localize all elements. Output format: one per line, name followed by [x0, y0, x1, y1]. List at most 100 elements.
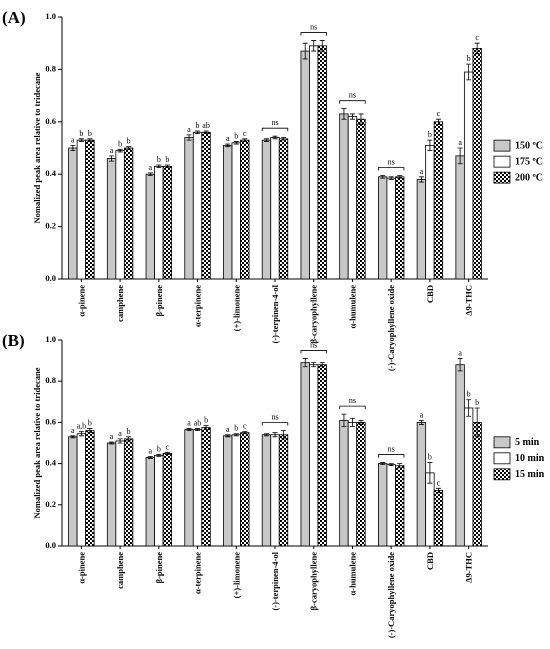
x-tick-label: camphene: [115, 552, 125, 589]
error-bar: [164, 451, 170, 455]
group-label: ns: [349, 396, 356, 405]
bar: [223, 144, 233, 280]
bracket: [339, 405, 366, 410]
bar: [192, 429, 203, 547]
error-bar: [117, 148, 123, 153]
error-bar: [435, 487, 441, 493]
x-tick-label: (+)-limonene: [231, 552, 241, 599]
x-tick-label: camphene: [115, 285, 125, 322]
significance-letter: b: [127, 137, 131, 146]
bar: [85, 430, 95, 547]
bar: [425, 144, 435, 280]
bar: [85, 139, 95, 280]
bar: [472, 48, 482, 280]
bar: [192, 131, 203, 280]
x-tick-label: (-)-terpinen-4-ol: [270, 551, 280, 610]
error-bar: [319, 362, 325, 368]
bar: [115, 150, 125, 280]
y-tick-label: 0.8: [45, 63, 56, 73]
significance-letter: c: [437, 478, 441, 487]
error-bar: [272, 135, 278, 140]
significance-letter: b: [467, 390, 471, 399]
bar: [145, 457, 155, 547]
error-bar: [349, 113, 355, 120]
legend-label: 10 min: [515, 453, 545, 464]
panel-label: (B): [2, 331, 25, 350]
bar: [300, 362, 310, 547]
significance-letter: a: [110, 432, 114, 441]
group-label: ns: [349, 91, 356, 100]
legend-swatch: [493, 155, 511, 168]
bar: [76, 139, 87, 280]
bar: [416, 179, 427, 280]
significance-letter: b: [165, 155, 169, 164]
significance-letter: b: [475, 398, 479, 407]
error-bar: [388, 463, 394, 467]
error-bar: [195, 130, 201, 134]
x-tick-label: CBD: [425, 285, 435, 303]
error-bar: [349, 417, 355, 427]
bar: [184, 429, 194, 547]
y-tick-label: 0.6: [45, 416, 56, 426]
bar: [347, 421, 358, 547]
bar: [347, 116, 358, 280]
x-tick-label: β-caryophyllene: [309, 552, 319, 611]
y-axis-label: Nomalized peak area relative to tridecan…: [32, 72, 42, 223]
x-tick-label: α-humulene: [347, 285, 357, 329]
significance-letter: b: [157, 444, 161, 453]
x-tick-label: Δ9-THC: [464, 552, 474, 583]
bar: [433, 489, 444, 547]
bar: [386, 464, 396, 547]
y-tick-label: 0.2: [45, 499, 56, 509]
y-tick-label: 0.6: [45, 116, 56, 126]
bar: [317, 364, 327, 547]
bar: [201, 131, 211, 280]
error-bar: [474, 42, 480, 55]
error-bar: [358, 419, 364, 425]
bar: [339, 419, 349, 547]
bar: [425, 472, 435, 547]
x-tick-label: α-terpinene: [193, 552, 203, 594]
error-bar: [435, 118, 441, 125]
significance-letter: c: [243, 129, 247, 138]
error-bar: [195, 428, 201, 432]
bracket: [378, 167, 405, 171]
error-bar: [203, 425, 209, 431]
bar: [278, 434, 289, 547]
y-tick-label: 1.0: [45, 334, 56, 344]
x-tick-label: (+)-limonene: [231, 285, 241, 332]
significance-letter: a: [187, 419, 191, 428]
significance-letter: b: [428, 453, 432, 462]
bar: [231, 434, 241, 547]
significance-letter: a,b: [77, 422, 87, 431]
x-tick-label: β-caryophyllene: [309, 285, 319, 344]
group-label: ns: [271, 413, 278, 422]
legend-swatch: [493, 171, 511, 184]
group-label: ns: [310, 341, 317, 350]
x-tick-label: Δ9-THC: [464, 285, 474, 316]
error-bar: [126, 436, 132, 442]
significance-letter: a: [118, 429, 122, 438]
legend-label: 15 min: [515, 469, 545, 480]
significance-letter: b: [79, 129, 83, 138]
significance-letter: c: [437, 109, 441, 118]
significance-letter: a: [226, 134, 230, 143]
error-bar: [427, 139, 433, 152]
bar: [261, 139, 272, 280]
error-bar: [147, 455, 153, 459]
bar: [162, 452, 172, 547]
bar: [317, 45, 327, 280]
bar: [386, 177, 396, 280]
significance-letter: a: [187, 125, 191, 134]
bar: [240, 139, 250, 280]
bar: [356, 118, 366, 280]
bar: [339, 113, 349, 280]
error-bar: [203, 130, 209, 134]
significance-letter: a: [226, 425, 230, 434]
error-bar: [126, 146, 132, 150]
error-bar: [225, 143, 231, 148]
bar: [201, 427, 211, 547]
legend-swatch: [493, 468, 511, 481]
bracket: [339, 100, 366, 104]
